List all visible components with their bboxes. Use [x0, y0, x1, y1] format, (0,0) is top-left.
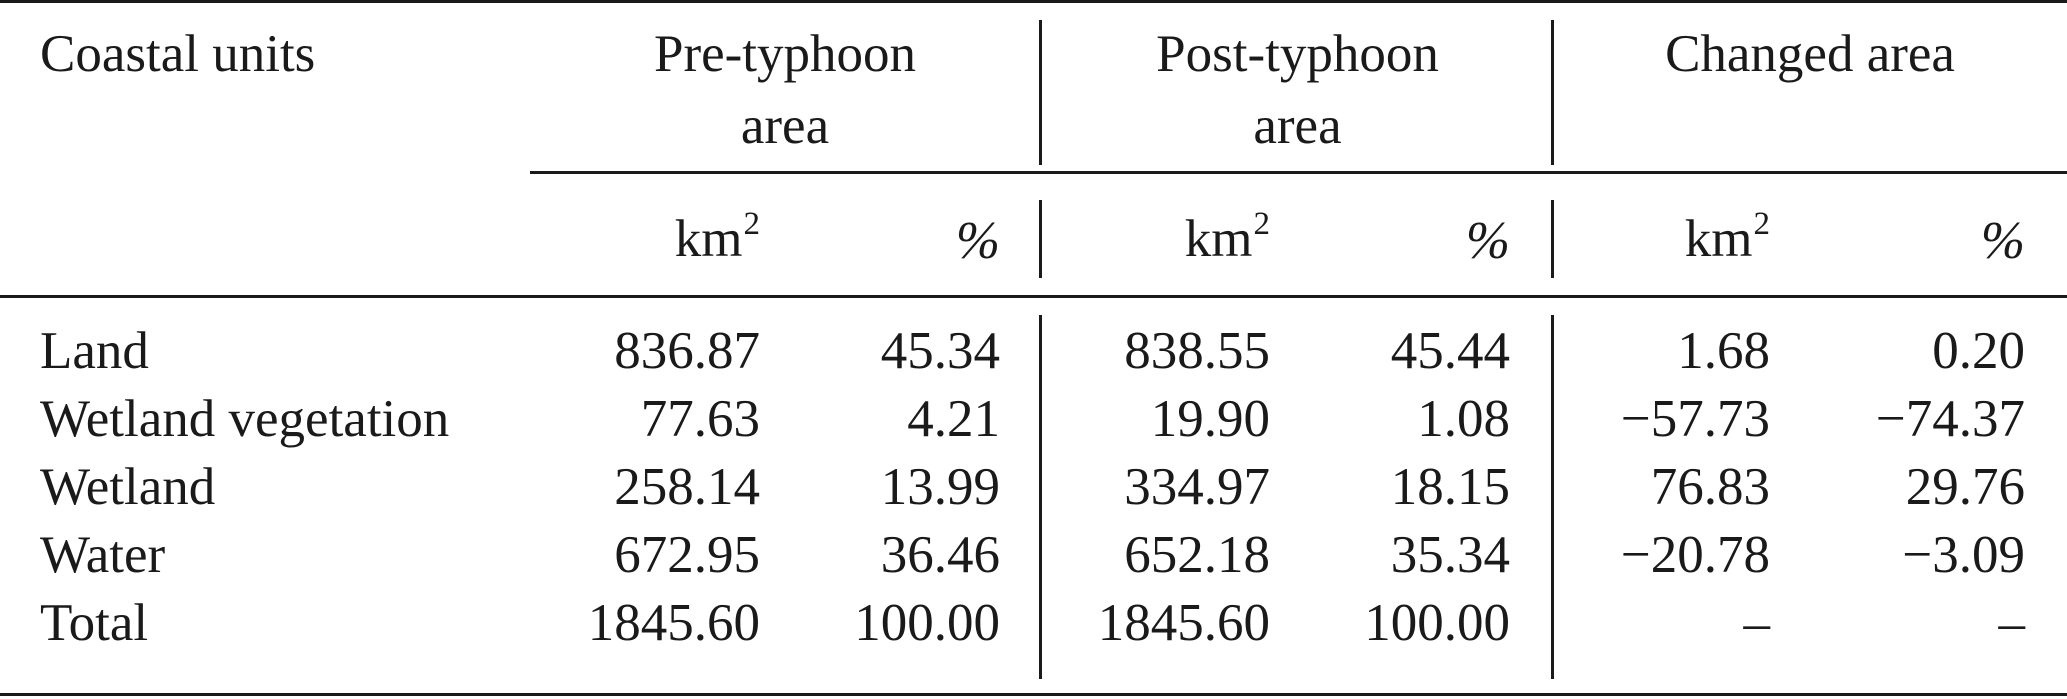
table-cell: 77.63 [640, 390, 760, 448]
row-label: Land [40, 322, 149, 380]
table-cell: 76.83 [1650, 458, 1770, 516]
table-cell: 258.14 [614, 458, 760, 516]
table-cell: – [1743, 594, 1771, 652]
header-bottom-rule [0, 295, 2067, 298]
row-label: Wetland [40, 458, 216, 516]
column-divider [1551, 315, 1554, 679]
table-cell: 334.97 [1124, 458, 1270, 516]
table-cell: 672.95 [614, 526, 760, 584]
table-cell: 1845.60 [1097, 594, 1270, 652]
column-divider [1039, 315, 1042, 679]
table-cell: −3.09 [1902, 526, 2025, 584]
unit-percent: % [1980, 212, 2025, 270]
column-divider [1551, 200, 1554, 278]
header-coastal-units: Coastal units [40, 25, 316, 83]
table-cell: −74.37 [1875, 390, 2025, 448]
unit-percent: % [1465, 212, 1510, 270]
header-pre-typhoon-line1: Pre-typhoon [653, 25, 917, 83]
header-pre-typhoon-line2: area [740, 97, 830, 155]
group-underline-rule [530, 171, 2067, 174]
table-cell: 100.00 [1364, 594, 1510, 652]
table-cell: 0.20 [1932, 322, 2025, 380]
table-cell: 1845.60 [587, 594, 760, 652]
header-post-typhoon-line2: area [1253, 97, 1342, 155]
row-label: Wetland vegetation [40, 390, 450, 448]
table-cell: 652.18 [1124, 526, 1270, 584]
unit-percent: % [955, 212, 1000, 270]
unit-km2: km2 [674, 206, 760, 268]
table-cell: 100.00 [854, 594, 1000, 652]
table-cell: 35.34 [1390, 526, 1510, 584]
column-divider [1039, 200, 1042, 278]
table-cell: 836.87 [614, 322, 760, 380]
header-post-typhoon-line1: Post-typhoon [1156, 25, 1439, 83]
table-cell: 36.46 [880, 526, 1000, 584]
table-cell: 29.76 [1905, 458, 2025, 516]
table-cell: 4.21 [907, 390, 1000, 448]
table-cell: −57.73 [1620, 390, 1770, 448]
row-label: Total [40, 594, 149, 652]
top-rule [0, 0, 2067, 3]
table-cell: 1.68 [1677, 322, 1770, 380]
column-divider [1039, 20, 1042, 165]
table-cell: 13.99 [880, 458, 1000, 516]
table-cell: 18.15 [1390, 458, 1510, 516]
table-cell: 1.08 [1417, 390, 1510, 448]
row-label: Water [40, 526, 166, 584]
table-cell: 45.44 [1390, 322, 1510, 380]
unit-km2: km2 [1684, 206, 1770, 268]
table-cell: 45.34 [880, 322, 1000, 380]
table-cell: −20.78 [1620, 526, 1770, 584]
unit-km2: km2 [1184, 206, 1270, 268]
table-cell: 838.55 [1124, 322, 1270, 380]
bottom-rule [0, 693, 2067, 696]
header-changed-area: Changed area [1665, 25, 1955, 83]
column-divider [1551, 20, 1554, 165]
table-cell: – [1998, 594, 2026, 652]
table-cell: 19.90 [1150, 390, 1270, 448]
